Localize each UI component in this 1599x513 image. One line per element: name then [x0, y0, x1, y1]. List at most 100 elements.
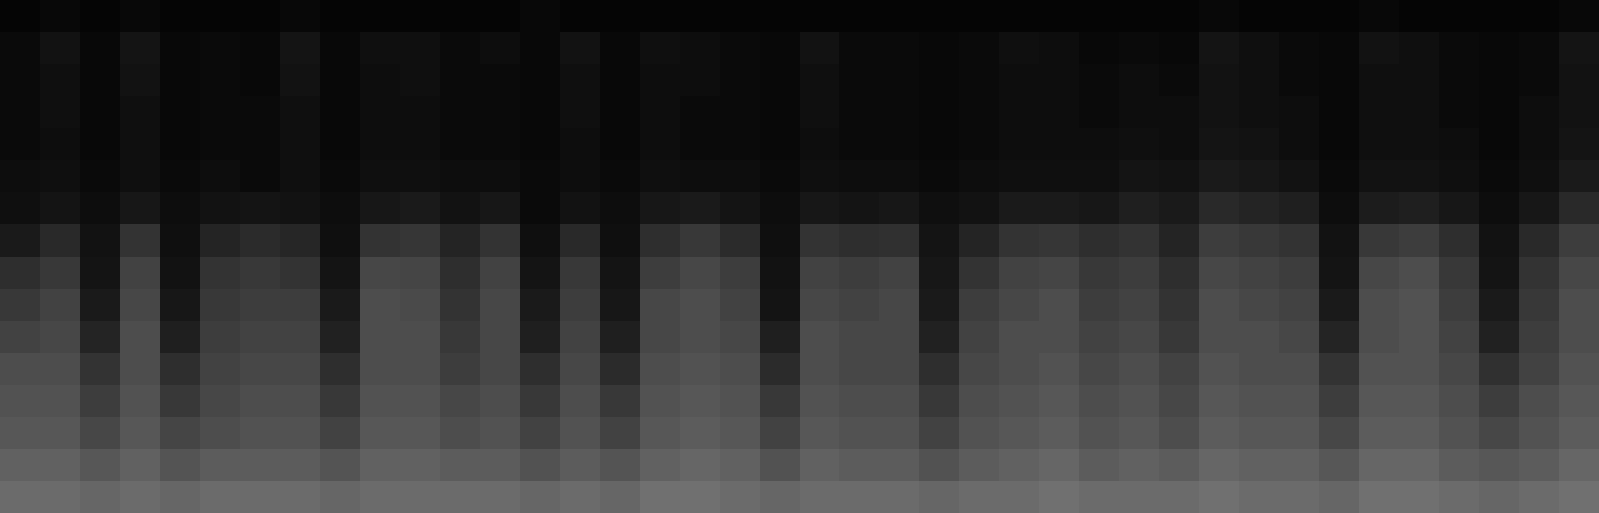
- heatmap-cell: [919, 481, 959, 513]
- heatmap-cell: [959, 417, 999, 450]
- heatmap-cell: [919, 192, 959, 225]
- heatmap-cell: [600, 160, 640, 193]
- heatmap-cell: [440, 353, 480, 386]
- heatmap-cell: [560, 481, 600, 513]
- heatmap-cell: [200, 289, 240, 322]
- heatmap-cell: [80, 192, 120, 225]
- heatmap-cell: [1399, 385, 1439, 418]
- heatmap-cell: [440, 160, 480, 193]
- heatmap-cell: [1039, 192, 1079, 225]
- heatmap-cell: [1399, 192, 1439, 225]
- heatmap-cell: [600, 192, 640, 225]
- heatmap-cell: [1439, 257, 1479, 290]
- heatmap-cell: [160, 385, 200, 418]
- heatmap-cell: [680, 481, 720, 513]
- heatmap-cell: [0, 224, 40, 257]
- heatmap-cell: [1279, 353, 1319, 386]
- heatmap-cell: [680, 224, 720, 257]
- heatmap-cell: [1239, 64, 1279, 97]
- heatmap-cell: [400, 385, 440, 418]
- heatmap-cell: [1039, 32, 1079, 65]
- heatmap-cell: [1239, 0, 1279, 33]
- heatmap-cell: [839, 224, 879, 257]
- heatmap-cell: [680, 417, 720, 450]
- heatmap-cell: [1119, 321, 1159, 354]
- heatmap-cell: [520, 64, 560, 97]
- heatmap-cell: [120, 32, 160, 65]
- heatmap-cell: [240, 257, 280, 290]
- heatmap-cell: [680, 192, 720, 225]
- heatmap-cell: [680, 160, 720, 193]
- heatmap-cell: [1559, 32, 1599, 65]
- heatmap-cell: [1319, 224, 1359, 257]
- heatmap-cell: [1279, 481, 1319, 513]
- heatmap-cell: [1039, 481, 1079, 513]
- heatmap-cell: [80, 481, 120, 513]
- heatmap-cell: [1399, 32, 1439, 65]
- heatmap-cell: [80, 321, 120, 354]
- heatmap-cell: [839, 160, 879, 193]
- heatmap-cell: [1159, 0, 1199, 33]
- heatmap-cell: [1159, 321, 1199, 354]
- heatmap-cell: [959, 96, 999, 129]
- heatmap-cell: [1159, 257, 1199, 290]
- heatmap-cell: [520, 481, 560, 513]
- heatmap-cell: [1199, 192, 1239, 225]
- heatmap-cell: [80, 385, 120, 418]
- heatmap-cell: [560, 64, 600, 97]
- heatmap-cell: [800, 32, 840, 65]
- heatmap-cell: [40, 449, 80, 482]
- heatmap-cell: [440, 257, 480, 290]
- heatmap-cell: [680, 0, 720, 33]
- heatmap-cell: [440, 449, 480, 482]
- heatmap-cell: [879, 160, 919, 193]
- heatmap-cell: [1239, 449, 1279, 482]
- heatmap-cell: [360, 289, 400, 322]
- heatmap-cell: [80, 257, 120, 290]
- heatmap-cell: [440, 128, 480, 161]
- heatmap-cell: [640, 32, 680, 65]
- heatmap-cell: [1239, 128, 1279, 161]
- heatmap-cell: [680, 257, 720, 290]
- heatmap-cell: [1159, 385, 1199, 418]
- heatmap-cell: [480, 192, 520, 225]
- heatmap-cell: [959, 0, 999, 33]
- heatmap-cell: [320, 449, 360, 482]
- heatmap-cell: [600, 32, 640, 65]
- heatmap-cell: [240, 0, 280, 33]
- heatmap-cell: [1319, 96, 1359, 129]
- heatmap-cell: [320, 0, 360, 33]
- heatmap-cell: [680, 385, 720, 418]
- heatmap-cell: [560, 257, 600, 290]
- heatmap-cell: [1199, 481, 1239, 513]
- heatmap-cell: [400, 192, 440, 225]
- heatmap-cell: [0, 64, 40, 97]
- heatmap-cell: [400, 64, 440, 97]
- heatmap-cell: [320, 481, 360, 513]
- heatmap-cell: [1399, 321, 1439, 354]
- heatmap-cell: [1119, 96, 1159, 129]
- heatmap-cell: [440, 417, 480, 450]
- heatmap-cell: [720, 385, 760, 418]
- heatmap-cell: [1399, 0, 1439, 33]
- heatmap-cell: [1439, 32, 1479, 65]
- heatmap-cell: [720, 417, 760, 450]
- heatmap-cell: [320, 224, 360, 257]
- heatmap-cell: [360, 385, 400, 418]
- heatmap-cell: [1439, 417, 1479, 450]
- heatmap-cell: [1199, 96, 1239, 129]
- heatmap-cell: [1279, 321, 1319, 354]
- heatmap-cell: [640, 481, 680, 513]
- heatmap-cell: [839, 289, 879, 322]
- heatmap-cell: [959, 385, 999, 418]
- heatmap-cell: [1279, 449, 1319, 482]
- heatmap-cell: [1279, 128, 1319, 161]
- heatmap-cell: [1519, 353, 1559, 386]
- heatmap-cell: [879, 353, 919, 386]
- heatmap-cell: [1239, 96, 1279, 129]
- heatmap-cell: [760, 64, 800, 97]
- heatmap-cell: [1319, 257, 1359, 290]
- heatmap-cell: [879, 224, 919, 257]
- heatmap-cell: [40, 289, 80, 322]
- heatmap-cell: [480, 353, 520, 386]
